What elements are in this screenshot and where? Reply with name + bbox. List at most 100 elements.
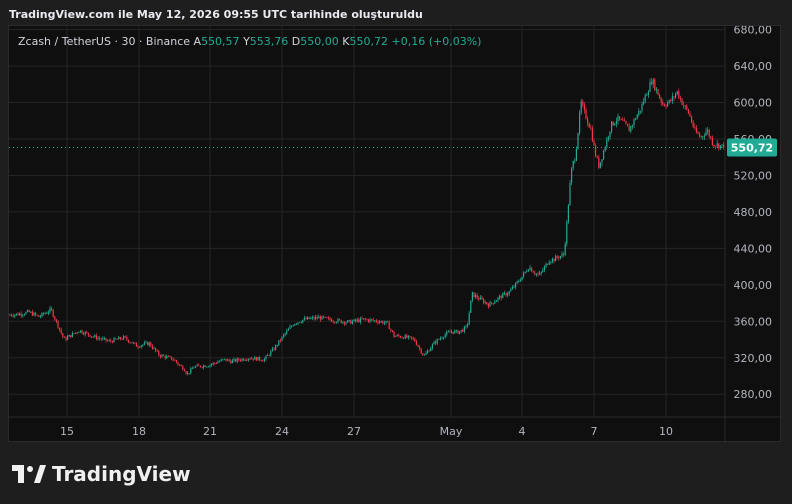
candle-body	[419, 346, 421, 349]
candle-body	[28, 310, 30, 313]
chart-panel[interactable]: 680,00640,00600,00560,00520,00480,00440,…	[8, 25, 782, 443]
candle-body	[262, 360, 264, 362]
candle-body	[647, 91, 649, 95]
candle-body	[425, 352, 427, 355]
candle-body	[518, 281, 520, 283]
candle-body	[91, 336, 93, 338]
candle-body	[543, 266, 545, 271]
candle-body	[502, 293, 504, 299]
candle-body	[150, 342, 152, 347]
candle-body	[564, 243, 566, 255]
candle-body	[615, 121, 617, 124]
candle-body	[59, 327, 61, 330]
candle-body	[499, 295, 501, 298]
candle-body	[391, 330, 393, 332]
candle-body	[710, 136, 712, 138]
y-tick-label: 360,00	[734, 315, 773, 328]
candle-body	[135, 342, 137, 347]
candle-body	[227, 359, 229, 361]
candle-body	[644, 95, 646, 102]
candle-body	[404, 335, 406, 339]
candle-body	[503, 293, 505, 294]
tradingview-logo-icon	[12, 465, 46, 483]
candle-body	[713, 144, 715, 147]
candle-body	[431, 344, 433, 349]
x-tick-label: 24	[275, 425, 289, 438]
candle-body	[673, 96, 675, 98]
candle-body	[297, 322, 299, 324]
candle-body	[527, 269, 529, 272]
candle-body	[27, 310, 29, 312]
candle-body	[561, 253, 563, 257]
candle-body	[220, 359, 222, 362]
candle-body	[366, 319, 368, 321]
candle-body	[462, 329, 464, 332]
candle-body	[681, 98, 683, 105]
y-tick-label: 280,00	[734, 388, 773, 401]
candle-body	[684, 105, 686, 107]
candle-body	[711, 137, 713, 145]
candle-body	[12, 315, 14, 317]
candle-body	[97, 338, 99, 340]
candle-body	[580, 101, 582, 113]
candle-body	[267, 355, 269, 356]
candle-body	[379, 321, 381, 323]
candle-body	[692, 122, 694, 127]
candle-body	[316, 317, 318, 319]
candle-body	[339, 319, 341, 320]
candle-body	[612, 121, 614, 126]
price-chart[interactable]: 680,00640,00600,00560,00520,00480,00440,…	[9, 26, 782, 443]
candle-body	[332, 321, 334, 323]
candle-body	[667, 102, 669, 107]
candle-body	[191, 368, 193, 370]
candle-body	[625, 121, 627, 125]
last-price-badge	[727, 138, 777, 157]
candle-body	[196, 364, 198, 367]
candle-body	[214, 362, 216, 364]
candle-body	[294, 323, 296, 326]
candle-body	[579, 112, 581, 134]
candle-body	[14, 314, 16, 317]
candle-body	[668, 100, 670, 103]
candle-body	[716, 143, 718, 147]
candle-body	[137, 346, 139, 348]
candle-body	[494, 301, 496, 304]
candle-body	[303, 317, 305, 320]
y-tick-label: 640,00	[734, 60, 773, 73]
candle-body	[49, 308, 51, 313]
candle-body	[452, 331, 454, 334]
candle-body	[641, 103, 643, 111]
candle-body	[694, 126, 696, 128]
candle-body	[67, 336, 69, 340]
candle-body	[675, 93, 677, 98]
candle-body	[161, 354, 163, 357]
symbol-label[interactable]: Zcash / TetherUS · 30 · Binance	[18, 35, 191, 48]
candle-body	[81, 330, 83, 334]
candle-body	[335, 322, 337, 324]
candle-body	[244, 360, 246, 361]
candle-body	[87, 332, 89, 335]
candle-body	[635, 119, 637, 120]
candle-body	[475, 295, 477, 298]
candle-body	[478, 298, 480, 300]
change-value: +0,16 (+0,03%)	[391, 35, 482, 48]
tradingview-logo[interactable]: TradingView	[12, 462, 191, 486]
candle-body	[609, 131, 611, 137]
candle-body	[75, 332, 77, 334]
candle-body	[403, 337, 405, 339]
candle-body	[470, 300, 472, 313]
candle-body	[127, 339, 129, 343]
candle-body	[319, 316, 321, 320]
candle-body	[595, 145, 597, 157]
candle-body	[361, 318, 363, 320]
candle-body	[396, 335, 398, 337]
candle-body	[559, 256, 561, 259]
candle-body	[134, 342, 136, 344]
candle-body	[492, 303, 494, 304]
x-tick-label: 10	[659, 425, 673, 438]
candle-body	[166, 356, 168, 359]
candle-body	[409, 336, 411, 337]
candle-body	[167, 356, 169, 358]
candle-body	[238, 358, 240, 361]
low-label: D	[291, 35, 301, 48]
